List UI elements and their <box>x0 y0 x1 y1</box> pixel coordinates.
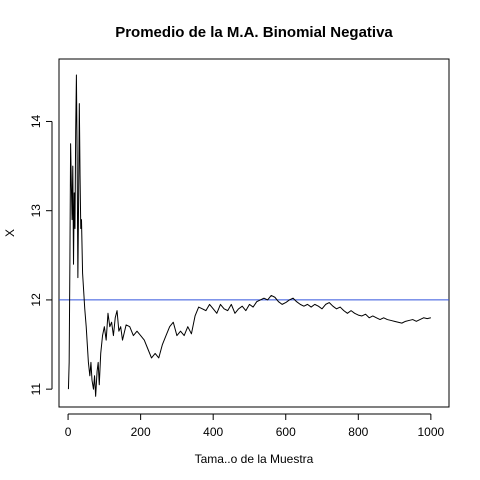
x-tick-label: 800 <box>348 425 368 439</box>
x-tick-label: 400 <box>203 425 223 439</box>
y-tick-label: 11 <box>29 383 43 396</box>
y-tick-label: 14 <box>29 114 43 128</box>
series-layer <box>67 74 431 397</box>
y-tick-label: 12 <box>29 293 43 307</box>
x-tick-label: 200 <box>131 425 151 439</box>
series-line <box>67 74 431 397</box>
y-axis: 11 12 13 14 <box>29 114 53 396</box>
y-axis-label: X <box>3 229 17 237</box>
x-axis: 0 200 400 600 800 1000 <box>65 413 445 439</box>
chart-title: Promedio de la M.A. Binomial Negativa <box>115 24 393 41</box>
x-tick-label: 0 <box>65 425 72 439</box>
x-tick-label: 600 <box>276 425 296 439</box>
x-axis-label: Tama..o de la Muestra <box>195 452 314 466</box>
x-tick-label: 1000 <box>418 425 445 439</box>
plot-frame <box>58 58 450 408</box>
y-tick-label: 13 <box>29 204 43 218</box>
